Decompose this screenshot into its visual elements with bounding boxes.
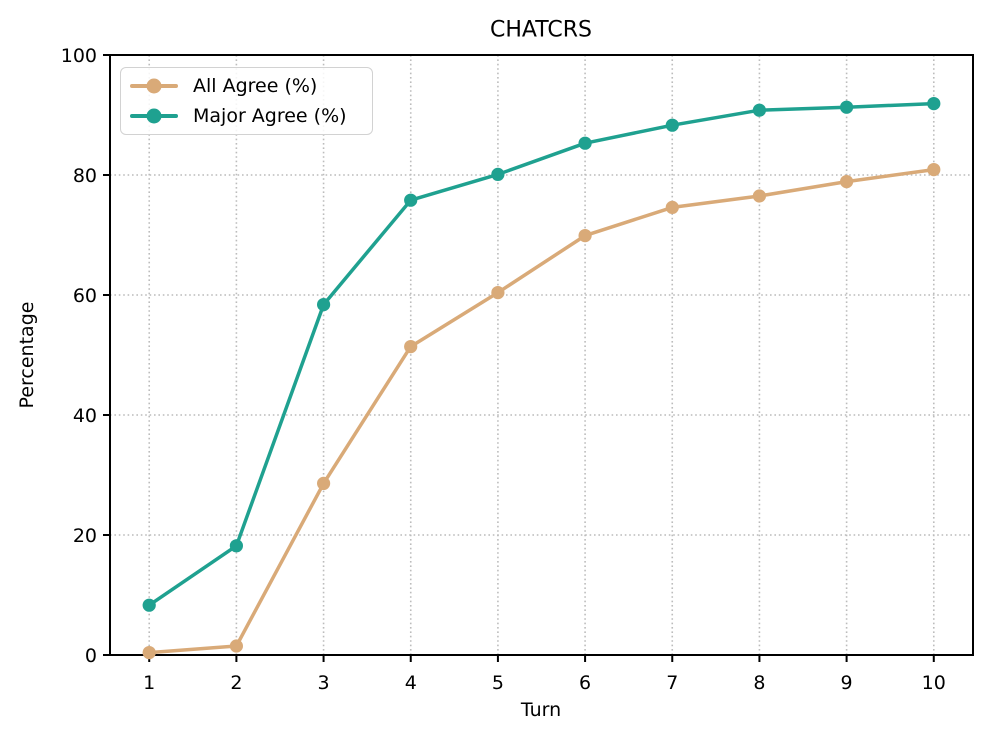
data-point (578, 136, 592, 150)
data-point (927, 97, 941, 111)
data-point (142, 646, 156, 660)
y-axis-label: Percentage (16, 301, 38, 409)
legend-item-major-agree: Major Agree (%) (130, 102, 366, 130)
series-major-agree (142, 97, 941, 612)
x-tick-label: 7 (666, 672, 678, 694)
legend: All Agree (%) Major Agree (%) (120, 67, 373, 135)
major-agree-dot-icon (146, 108, 162, 124)
data-point (752, 103, 767, 117)
x-tick-label: 6 (579, 672, 591, 694)
y-tick-label: 40 (73, 405, 97, 427)
data-point (665, 118, 679, 132)
data-point (491, 286, 505, 300)
data-point (578, 229, 592, 243)
gridlines (110, 54, 973, 656)
data-point (404, 193, 418, 207)
plot-spines (109, 54, 974, 656)
x-tick-label: 4 (405, 672, 417, 694)
y-tick-label: 60 (73, 285, 97, 307)
major-agree-line-marker-icon (130, 108, 178, 124)
x-tick-label: 3 (318, 672, 330, 694)
x-tick-label: 5 (492, 672, 504, 694)
x-tick-label: 2 (230, 672, 242, 694)
x-axis-label: Turn (520, 699, 562, 721)
data-point (840, 100, 854, 114)
data-point (840, 175, 854, 189)
y-tick-label: 100 (61, 45, 97, 67)
y-tick-label: 0 (85, 645, 97, 667)
data-point (404, 340, 418, 354)
data-point (665, 200, 679, 214)
y-tick-label: 20 (73, 525, 97, 547)
legend-item-all-agree: All Agree (%) (130, 72, 366, 100)
legend-label-major-agree: Major Agree (%) (193, 104, 347, 127)
y-tick-label: 80 (73, 165, 97, 187)
data-point (229, 639, 243, 653)
x-tick-label: 9 (841, 672, 853, 694)
data-point (752, 189, 767, 203)
x-tick-label: 8 (753, 672, 765, 694)
data-point (229, 539, 243, 553)
all-agree-dot-icon (146, 78, 162, 94)
chart-title: CHATCRS (489, 17, 593, 43)
x-tick-label: 1 (143, 672, 155, 694)
data-point (491, 167, 505, 181)
series-line (147, 101, 936, 607)
x-tick-label: 10 (922, 672, 946, 694)
all-agree-line-marker-icon (130, 78, 178, 94)
series-line (147, 167, 936, 655)
data-point (927, 163, 941, 177)
data-point (317, 476, 331, 490)
data-point (142, 598, 156, 612)
legend-label-all-agree: All Agree (%) (193, 75, 318, 98)
data-point (317, 298, 331, 312)
series-all-agree (142, 163, 941, 660)
